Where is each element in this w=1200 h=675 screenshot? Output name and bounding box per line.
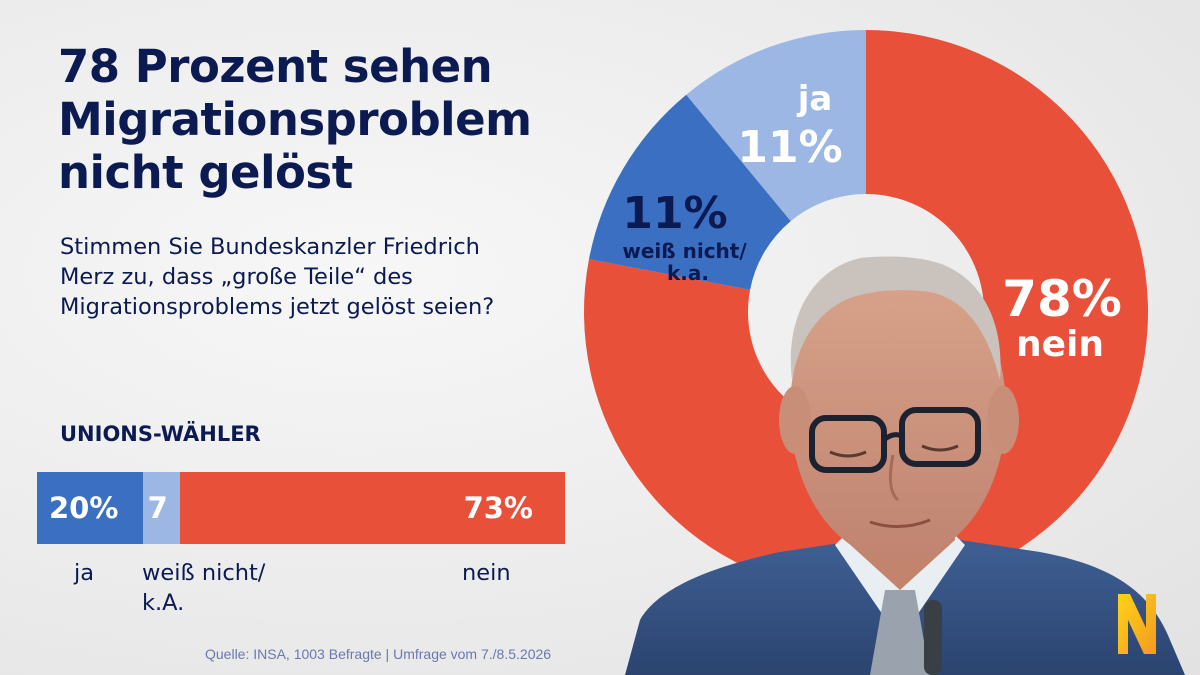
source-note: Quelle: INSA, 1003 Befragte | Umfrage vo… — [205, 646, 552, 662]
donut-category-label-ja: ja — [796, 79, 833, 119]
donut-labels: ja 11% 11% weiß nicht/ k.a. 78% nein — [622, 79, 1122, 365]
donut-slice-weiss — [686, 29, 866, 222]
bar-segment-weiss-nicht: 7 — [142, 472, 180, 544]
bar-category-label-weiss-nicht-line2: k.A. — [142, 590, 185, 616]
donut-category-label-weiss-nicht-line1: weiß nicht/ — [622, 239, 747, 263]
donut-value-label-weiss-nicht: 11% — [622, 188, 727, 239]
donut-category-label-nein: nein — [1016, 324, 1104, 365]
bar-category-label-ja: ja — [74, 560, 95, 586]
donut-slice-nein — [584, 30, 1149, 594]
donut-category-label-weiss-nicht-line2: k.a. — [667, 261, 709, 285]
page-title: 78 Prozent sehen Migrationsproblem nicht… — [58, 40, 532, 199]
bar-category-label-nein: nein — [462, 560, 511, 586]
bar-value-label-ja: 20% — [49, 491, 119, 525]
bar-segment-ja: 20% — [37, 472, 143, 544]
bar-value-label-weiss-nicht: 7 — [147, 491, 168, 525]
donut-category-label-weiss-nicht: weiß nicht/ k.a. — [622, 239, 753, 285]
stacked-bar: 20% 7 73% — [37, 472, 565, 544]
donut-value-label-ja: 11% — [737, 122, 842, 173]
donut-slice-ja — [588, 94, 791, 290]
brand-n-logo — [1118, 594, 1156, 654]
bar-category-label-weiss-nicht: weiß nicht/ k.A. — [142, 558, 265, 618]
donut-value-label-nein: 78% — [1002, 270, 1122, 328]
bar-category-label-weiss-nicht-line1: weiß nicht/ — [142, 560, 266, 586]
bar-segment-nein: 73% — [179, 472, 565, 544]
bar-group-title: UNIONS-WÄHLER — [60, 422, 261, 446]
donut-slices — [584, 29, 1149, 594]
survey-question: Stimmen Sie Bundeskanzler Friedrich Merz… — [60, 234, 495, 320]
bar-value-label-nein: 73% — [463, 491, 533, 525]
